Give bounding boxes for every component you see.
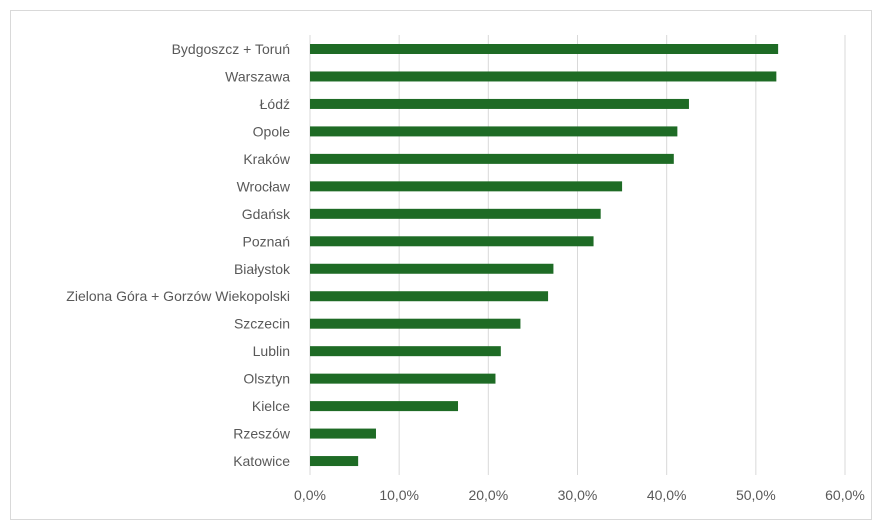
x-tick-label: 60,0%: [825, 487, 865, 503]
x-axis-tick-labels: 0,0% 10,0% 20,0% 30,0% 40,0% 50,0% 60,0%: [294, 487, 865, 503]
bar: [310, 401, 459, 412]
category-label: Kraków: [243, 151, 291, 167]
x-tick-label: 30,0%: [558, 487, 598, 503]
category-label: Opole: [253, 123, 291, 139]
x-tick-label: 50,0%: [736, 487, 776, 503]
x-tick-label: 20,0%: [468, 487, 508, 503]
bar: [310, 44, 779, 54]
category-label: Olsztyn: [243, 371, 290, 387]
bar: [310, 98, 689, 109]
bars: [310, 44, 779, 467]
bar: [310, 153, 674, 164]
category-label: Warszawa: [225, 68, 290, 84]
category-label: Szczecin: [234, 316, 290, 332]
x-tick-label: 10,0%: [379, 487, 419, 503]
bar: [310, 373, 496, 384]
category-label: Zielona Góra + Gorzów Wiekopolski: [66, 288, 290, 304]
category-label: Łódź: [260, 96, 290, 112]
bar: [310, 456, 359, 467]
bar: [310, 428, 376, 439]
category-label: Białystok: [234, 261, 291, 277]
bar: [310, 236, 594, 247]
x-tick-label: 40,0%: [647, 487, 687, 503]
category-label: Lublin: [253, 343, 290, 359]
category-label: Poznań: [243, 233, 290, 249]
category-label: Wrocław: [237, 178, 291, 194]
bar: [310, 291, 549, 302]
bar: [310, 318, 521, 329]
category-label: Rzeszów: [233, 426, 291, 442]
category-label: Gdańsk: [242, 206, 291, 222]
x-tick-label: 0,0%: [294, 487, 326, 503]
bar: [310, 263, 554, 274]
bar: [310, 208, 601, 219]
category-label: Katowice: [233, 453, 290, 469]
category-labels: Bydgoszcz + Toruń Warszawa Łódź Opole Kraków…: [66, 41, 291, 469]
bar: [310, 181, 623, 192]
category-label: Kielce: [252, 398, 290, 414]
bar: [310, 346, 501, 357]
category-label: Bydgoszcz + Toruń: [172, 41, 290, 57]
bar: [310, 126, 678, 137]
bar: [310, 71, 777, 82]
